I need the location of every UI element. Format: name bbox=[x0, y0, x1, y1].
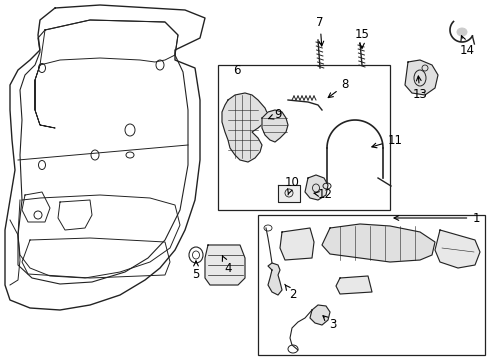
Polygon shape bbox=[404, 60, 437, 95]
Bar bbox=[218, 65, 389, 210]
Polygon shape bbox=[305, 175, 327, 200]
Text: 8: 8 bbox=[327, 78, 348, 98]
Text: 2: 2 bbox=[284, 284, 296, 302]
Bar bbox=[258, 215, 484, 355]
Polygon shape bbox=[204, 245, 244, 285]
Polygon shape bbox=[321, 224, 434, 262]
Polygon shape bbox=[278, 185, 299, 202]
Ellipse shape bbox=[456, 28, 466, 36]
Text: 4: 4 bbox=[222, 256, 231, 274]
Text: 6: 6 bbox=[233, 63, 240, 77]
Polygon shape bbox=[280, 228, 313, 260]
Text: 3: 3 bbox=[322, 316, 336, 332]
Text: 9: 9 bbox=[268, 108, 281, 122]
Polygon shape bbox=[222, 93, 267, 162]
Text: 7: 7 bbox=[316, 15, 323, 46]
Text: 5: 5 bbox=[192, 261, 199, 280]
Polygon shape bbox=[267, 263, 282, 295]
Text: 10: 10 bbox=[284, 176, 299, 195]
Polygon shape bbox=[262, 110, 287, 142]
Text: 1: 1 bbox=[393, 211, 479, 225]
Text: 12: 12 bbox=[313, 189, 332, 202]
Text: 15: 15 bbox=[354, 28, 368, 48]
Polygon shape bbox=[335, 276, 371, 294]
Text: 14: 14 bbox=[459, 36, 473, 57]
Text: 11: 11 bbox=[371, 134, 402, 148]
Polygon shape bbox=[309, 305, 329, 325]
Text: 13: 13 bbox=[412, 76, 427, 102]
Polygon shape bbox=[434, 230, 479, 268]
